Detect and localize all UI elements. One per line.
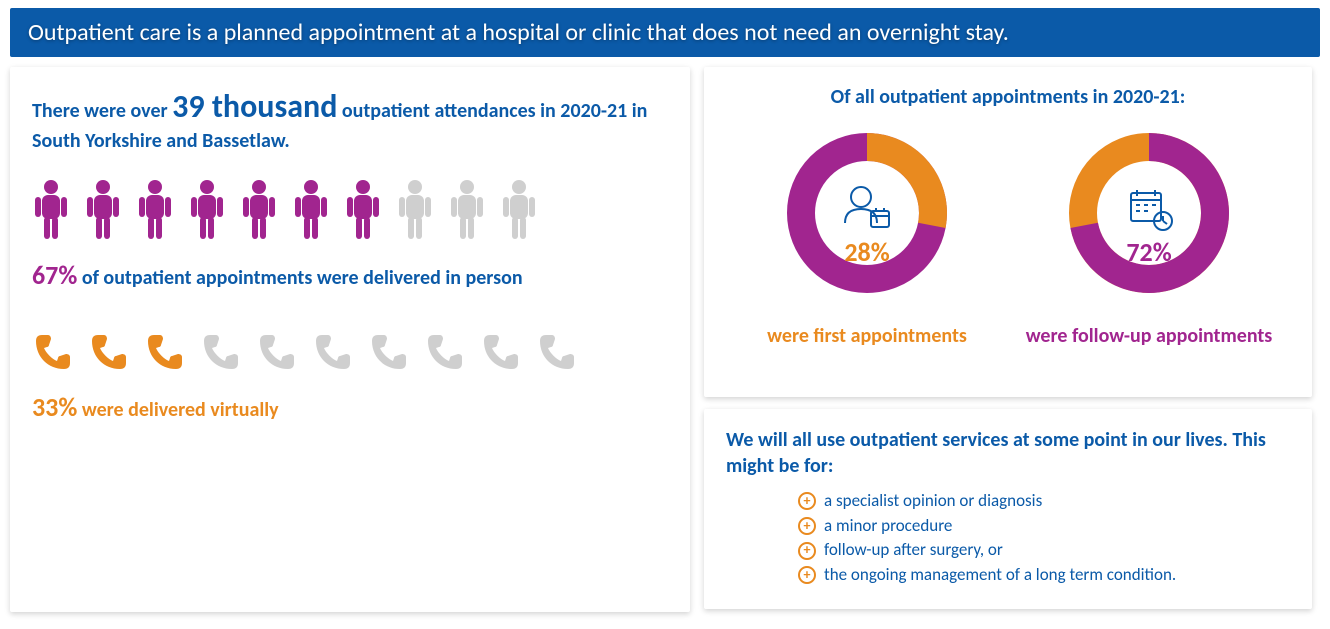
plus-icon: + bbox=[798, 492, 816, 510]
phone-icon bbox=[480, 331, 522, 373]
phone-icon bbox=[88, 331, 130, 373]
donut2-label: were follow-up appointments bbox=[1024, 324, 1274, 349]
virtual-stat: 33% were delivered virtually bbox=[32, 391, 668, 423]
reason-item: + a minor procedure bbox=[798, 514, 1290, 539]
phone-icon bbox=[312, 331, 354, 373]
uses-title: We will all use outpatient services at s… bbox=[726, 427, 1290, 479]
virtual-pct: 33% bbox=[32, 391, 77, 423]
in-person-pct: 67% bbox=[32, 259, 77, 291]
intro-prefix: There were over bbox=[32, 99, 172, 123]
columns: There were over 39 thousand outpatient a… bbox=[10, 67, 1320, 612]
reason-text: a specialist opinion or diagnosis bbox=[824, 489, 1042, 514]
intro-big-number: 39 thousand bbox=[172, 87, 337, 126]
person-icon bbox=[292, 179, 330, 241]
donut-chart-followup bbox=[1059, 123, 1239, 303]
in-person-text: of outpatient appointments were delivere… bbox=[77, 266, 522, 290]
right-column: Of all outpatient appointments in 2020-2… bbox=[704, 67, 1312, 612]
people-icon-row bbox=[32, 179, 668, 241]
intro-text: There were over 39 thousand outpatient a… bbox=[32, 85, 668, 155]
plus-icon: + bbox=[798, 517, 816, 535]
person-icon bbox=[84, 179, 122, 241]
donut1-label: were first appointments bbox=[742, 324, 992, 349]
person-icon bbox=[240, 179, 278, 241]
reason-text: a minor procedure bbox=[824, 514, 952, 539]
person-icon bbox=[396, 179, 434, 241]
donut-followup-appointments: 72% were follow-up appointments bbox=[1024, 123, 1274, 349]
person-icon bbox=[136, 179, 174, 241]
phone-icon bbox=[536, 331, 578, 373]
phone-icon-row bbox=[32, 331, 668, 373]
header-banner: Outpatient care is a planned appointment… bbox=[10, 8, 1320, 57]
person-icon bbox=[32, 179, 70, 241]
phone-icon bbox=[368, 331, 410, 373]
person-icon bbox=[188, 179, 226, 241]
person-icon bbox=[500, 179, 538, 241]
donuts-row: 28% were first appointments bbox=[726, 123, 1290, 349]
plus-icon: + bbox=[798, 566, 816, 584]
phone-icon bbox=[32, 331, 74, 373]
reasons-list: + a specialist opinion or diagnosis + a min… bbox=[726, 489, 1290, 588]
in-person-stat: 67% of outpatient appointments were deli… bbox=[32, 259, 668, 291]
phone-icon bbox=[200, 331, 242, 373]
reason-item: + a specialist opinion or diagnosis bbox=[798, 489, 1290, 514]
phone-icon bbox=[256, 331, 298, 373]
reason-text: follow-up after surgery, or bbox=[824, 538, 1003, 563]
phone-icon bbox=[144, 331, 186, 373]
person-icon bbox=[448, 179, 486, 241]
donut1-pct: 28% bbox=[742, 236, 992, 268]
attendances-card: There were over 39 thousand outpatient a… bbox=[10, 67, 690, 612]
donut-chart-first bbox=[777, 123, 957, 303]
uses-card: We will all use outpatient services at s… bbox=[704, 409, 1312, 609]
plus-icon: + bbox=[798, 542, 816, 560]
reason-item: + the ongoing management of a long term c… bbox=[798, 563, 1290, 588]
person-icon bbox=[344, 179, 382, 241]
reason-text: the ongoing management of a long term co… bbox=[824, 563, 1176, 588]
appointments-breakdown-card: Of all outpatient appointments in 2020-2… bbox=[704, 67, 1312, 397]
doctor-calendar-icon bbox=[845, 187, 889, 227]
donut2-pct: 72% bbox=[1024, 236, 1274, 268]
reason-item: + follow-up after surgery, or bbox=[798, 538, 1290, 563]
breakdown-title: Of all outpatient appointments in 2020-2… bbox=[726, 85, 1290, 109]
calendar-clock-icon bbox=[1131, 190, 1172, 230]
phone-icon bbox=[424, 331, 466, 373]
virtual-text: were delivered virtually bbox=[77, 398, 278, 422]
donut-first-appointments: 28% were first appointments bbox=[742, 123, 992, 349]
